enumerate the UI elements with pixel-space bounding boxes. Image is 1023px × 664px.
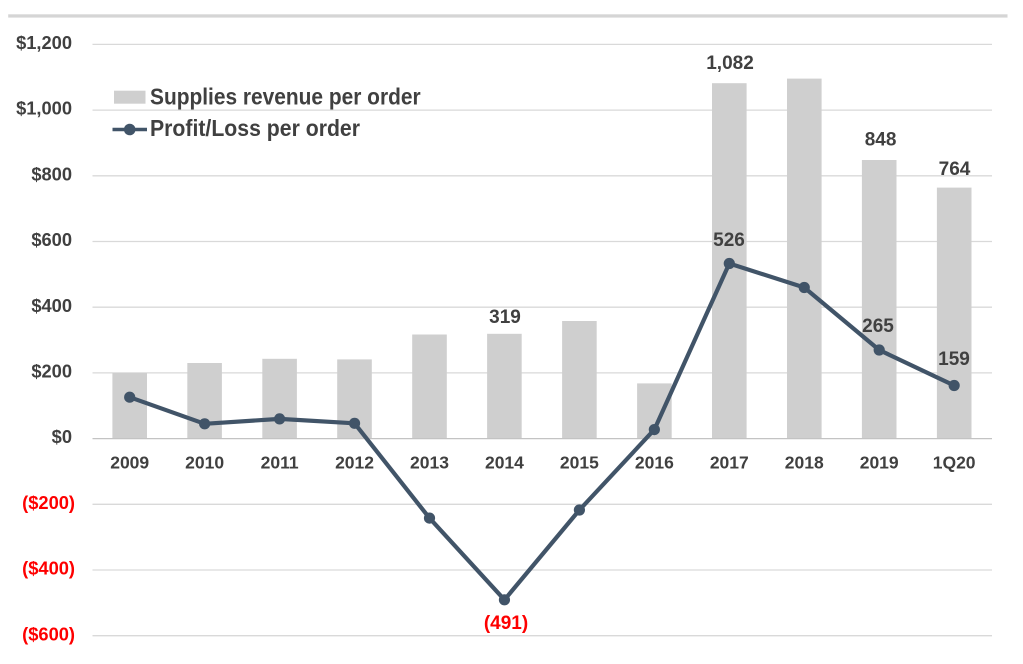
svg-text:$800: $800 xyxy=(31,163,72,184)
svg-text:2017: 2017 xyxy=(710,453,749,473)
svg-text:2019: 2019 xyxy=(860,453,899,473)
svg-text:(491): (491) xyxy=(484,613,528,634)
svg-text:Profit/Loss per order: Profit/Loss per order xyxy=(150,115,360,141)
svg-text:($200): ($200) xyxy=(22,492,75,513)
svg-text:$1,200: $1,200 xyxy=(16,32,72,53)
svg-text:2015: 2015 xyxy=(560,453,599,473)
svg-text:Supplies revenue per order: Supplies revenue per order xyxy=(150,84,421,110)
svg-text:2016: 2016 xyxy=(635,453,674,473)
svg-text:2009: 2009 xyxy=(110,453,149,473)
svg-text:1Q20: 1Q20 xyxy=(933,453,976,473)
svg-text:2014: 2014 xyxy=(485,453,524,473)
svg-text:($400): ($400) xyxy=(22,558,75,579)
svg-text:2011: 2011 xyxy=(261,453,299,473)
svg-text:$400: $400 xyxy=(31,295,72,316)
svg-text:2010: 2010 xyxy=(185,453,224,473)
svg-text:848: 848 xyxy=(865,129,897,150)
svg-text:2013: 2013 xyxy=(410,453,449,473)
svg-text:$200: $200 xyxy=(31,361,72,382)
svg-text:764: 764 xyxy=(939,159,971,180)
svg-text:$600: $600 xyxy=(31,229,72,250)
svg-text:$0: $0 xyxy=(52,426,72,447)
svg-text:2012: 2012 xyxy=(335,453,374,473)
svg-text:$1,000: $1,000 xyxy=(16,98,72,119)
svg-text:1,082: 1,082 xyxy=(706,53,754,74)
svg-text:($600): ($600) xyxy=(22,623,75,644)
svg-text:265: 265 xyxy=(862,316,894,337)
svg-text:2018: 2018 xyxy=(785,453,824,473)
svg-text:319: 319 xyxy=(489,307,521,328)
svg-text:526: 526 xyxy=(713,230,745,251)
svg-text:159: 159 xyxy=(938,349,970,370)
